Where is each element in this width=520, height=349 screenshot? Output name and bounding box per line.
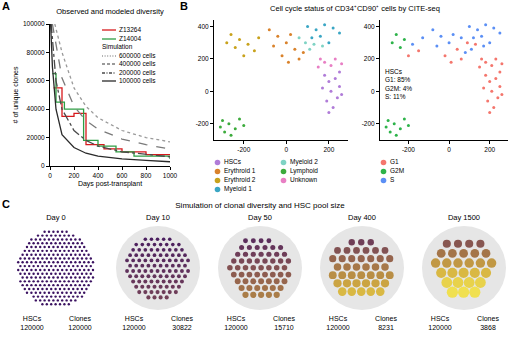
svg-text:0: 0 (48, 172, 52, 179)
svg-text:0: 0 (447, 146, 451, 153)
svg-text:-200: -200 (237, 146, 250, 153)
svg-text:0: 0 (41, 162, 45, 169)
html-text:Cell cycle status of CD34⁺CD90: Cell cycle status of CD34⁺CD90⁺ cells by… (270, 4, 440, 13)
svg-text:Days post-transplant: Days post-transplant (78, 180, 142, 188)
html-text:8231: 8231 (378, 324, 394, 331)
svg-text:0: 0 (205, 88, 209, 95)
html-text:Clones: Clones (171, 315, 193, 322)
html-text:Simulation: Simulation (102, 43, 133, 50)
svg-text:200: 200 (198, 55, 209, 62)
html-text:Day 400: Day 400 (348, 213, 376, 222)
html-text:C: C (2, 198, 10, 210)
svg-text:-200: -200 (362, 120, 375, 127)
svg-text:40000: 40000 (27, 105, 45, 112)
html-text:15710: 15710 (274, 324, 294, 331)
svg-text:-200: -200 (196, 120, 209, 127)
html-text:120000: 120000 (224, 324, 248, 331)
svg-text:-200: -200 (402, 146, 415, 153)
svg-text:Observed and modeled diversity: Observed and modeled diversity (56, 7, 164, 16)
svg-text:60000: 60000 (27, 77, 45, 84)
html-text:Clones: Clones (477, 315, 499, 322)
html-text:Lymphoid: Lymphoid (290, 167, 318, 174)
html-text:Simulation of clonal diversity: Simulation of clonal diversity and HSC p… (175, 201, 345, 210)
html-text:100000 cells: 100000 cells (119, 77, 156, 84)
svg-text:HSCsG1: 85%G2M: 4%S: 11%: HSCsG1: 85%G2M: 4%S: 11% (385, 68, 412, 100)
svg-text:200: 200 (323, 146, 334, 153)
svg-text:400: 400 (198, 23, 209, 30)
svg-text:200: 200 (484, 146, 495, 153)
html-text:Day 50: Day 50 (248, 213, 272, 222)
html-text:Day 1500: Day 1500 (447, 213, 480, 222)
html-text:Day 10: Day 10 (146, 213, 170, 222)
html-text:30822: 30822 (172, 324, 192, 331)
svg-text:400: 400 (364, 23, 375, 30)
html-text:Myeloid 1: Myeloid 1 (224, 185, 252, 192)
svg-text:600: 600 (117, 172, 128, 179)
svg-text:800: 800 (141, 172, 152, 179)
html-text:Clones: Clones (273, 315, 295, 322)
html-text:G2M: G2M (390, 167, 405, 174)
html-text:G1: G1 (390, 158, 399, 165)
html-text:400000 cells: 400000 cells (119, 60, 156, 67)
svg-text:0: 0 (285, 146, 289, 153)
svg-text:200: 200 (69, 172, 80, 179)
html-text:Erythroid 1: Erythroid 1 (224, 167, 256, 174)
html-text:120000: 120000 (428, 324, 452, 331)
html-text:Myeloid 2: Myeloid 2 (290, 158, 318, 165)
html-text:Erythroid 2: Erythroid 2 (224, 176, 256, 183)
html-text:Z14004: Z14004 (119, 34, 141, 42)
html-text:HSCs: HSCs (224, 158, 241, 165)
html-text:HSCs: HSCs (22, 315, 42, 322)
html-text:HSCs: HSCs (124, 315, 144, 322)
svg-text:200: 200 (364, 55, 375, 62)
html-text:600000 cells: 600000 cells (119, 51, 156, 59)
html-text:S: S (390, 176, 395, 183)
html-text:Z13264: Z13264 (119, 26, 141, 33)
html-text:HSCs: HSCs (226, 315, 246, 322)
svg-text:80000: 80000 (27, 49, 45, 56)
html-text:Day 0: Day 0 (46, 213, 66, 222)
html-text:HSCs: HSCs (328, 315, 348, 322)
html-text:Clones: Clones (69, 315, 91, 322)
html-text:3868: 3868 (480, 324, 496, 331)
svg-text:20000: 20000 (27, 134, 45, 141)
html-text:120000: 120000 (20, 324, 44, 331)
svg-text:100000: 100000 (23, 20, 45, 27)
html-text:A: A (2, 0, 10, 12)
html-text:120000: 120000 (326, 324, 350, 331)
html-text:B: B (180, 0, 188, 12)
html-text:120000: 120000 (122, 324, 146, 331)
svg-text:400: 400 (93, 172, 104, 179)
svg-text:0: 0 (371, 88, 375, 95)
html-text:HSCs: HSCs (430, 315, 450, 322)
svg-text:1000: 1000 (163, 172, 178, 179)
html-text:Clones: Clones (375, 315, 397, 322)
html-text:120000: 120000 (68, 324, 92, 331)
svg-text:# of unique clones: # of unique clones (12, 66, 20, 123)
html-text:200000 cells: 200000 cells (119, 68, 156, 76)
html-text:Unknown: Unknown (290, 176, 318, 183)
